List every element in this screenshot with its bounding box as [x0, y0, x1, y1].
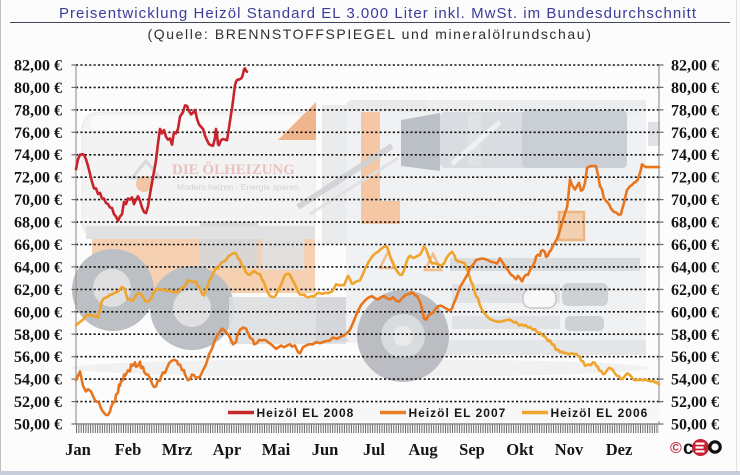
svg-text:72,00 €: 72,00 € — [671, 170, 719, 187]
svg-text:Modern heizen - Energie sparen: Modern heizen - Energie sparen. — [177, 182, 301, 192]
svg-text:78,00 €: 78,00 € — [671, 102, 719, 119]
svg-text:54,00 €: 54,00 € — [14, 372, 62, 389]
svg-text:Heizöl EL 2008: Heizöl EL 2008 — [257, 406, 355, 420]
svg-text:78,00 €: 78,00 € — [14, 102, 62, 119]
svg-text:72,00 €: 72,00 € — [14, 170, 62, 187]
svg-text:52,00 €: 52,00 € — [14, 394, 62, 411]
svg-text:Apr: Apr — [213, 440, 241, 459]
svg-text:62,00 €: 62,00 € — [671, 282, 719, 299]
svg-text:82,00 €: 82,00 € — [14, 58, 62, 75]
svg-text:52,00 €: 52,00 € — [671, 394, 719, 411]
svg-text:50,00 €: 50,00 € — [671, 417, 719, 434]
svg-text:Jul: Jul — [363, 440, 385, 459]
svg-text:76,00 €: 76,00 € — [671, 125, 719, 142]
svg-text:Mai: Mai — [262, 440, 291, 459]
svg-text:Jan: Jan — [65, 440, 91, 459]
svg-text:62,00 €: 62,00 € — [14, 282, 62, 299]
svg-text:76,00 €: 76,00 € — [14, 125, 62, 142]
svg-text:70,00 €: 70,00 € — [14, 192, 62, 209]
svg-text:Jun: Jun — [312, 440, 339, 459]
svg-text:54,00 €: 54,00 € — [671, 372, 719, 389]
svg-text:64,00 €: 64,00 € — [14, 259, 62, 276]
svg-text:50,00 €: 50,00 € — [14, 417, 62, 434]
svg-text:Mrz: Mrz — [162, 440, 192, 459]
svg-text:60,00 €: 60,00 € — [671, 304, 719, 321]
svg-text:Heizöl EL 2007: Heizöl EL 2007 — [409, 406, 507, 420]
svg-text:66,00 €: 66,00 € — [14, 237, 62, 254]
svg-text:66,00 €: 66,00 € — [671, 237, 719, 254]
svg-text:68,00 €: 68,00 € — [14, 215, 62, 232]
svg-text:74,00 €: 74,00 € — [14, 147, 62, 164]
svg-text:Aug: Aug — [408, 440, 438, 459]
svg-text:Dez: Dez — [606, 440, 633, 459]
svg-text:64,00 €: 64,00 € — [671, 259, 719, 276]
svg-text:60,00 €: 60,00 € — [14, 304, 62, 321]
svg-text:82,00 €: 82,00 € — [671, 58, 719, 75]
svg-text:Sep: Sep — [459, 440, 485, 459]
svg-text:74,00 €: 74,00 € — [671, 147, 719, 164]
svg-text:56,00 €: 56,00 € — [14, 349, 62, 366]
svg-text:©: © — [670, 440, 682, 457]
svg-text:Okt: Okt — [506, 440, 534, 459]
svg-text:58,00 €: 58,00 € — [671, 327, 719, 344]
svg-text:70,00 €: 70,00 € — [671, 192, 719, 209]
svg-text:68,00 €: 68,00 € — [671, 215, 719, 232]
svg-text:56,00 €: 56,00 € — [671, 349, 719, 366]
svg-text:80,00 €: 80,00 € — [14, 80, 62, 97]
svg-text:Feb: Feb — [115, 440, 142, 459]
svg-text:c: c — [683, 438, 694, 459]
svg-text:Nov: Nov — [555, 440, 584, 459]
svg-text:58,00 €: 58,00 € — [14, 327, 62, 344]
svg-text:DIE ÖLHEIZUNG: DIE ÖLHEIZUNG — [172, 161, 295, 178]
svg-text:Heizöl EL 2006: Heizöl EL 2006 — [551, 406, 649, 420]
svg-text:80,00 €: 80,00 € — [671, 80, 719, 97]
